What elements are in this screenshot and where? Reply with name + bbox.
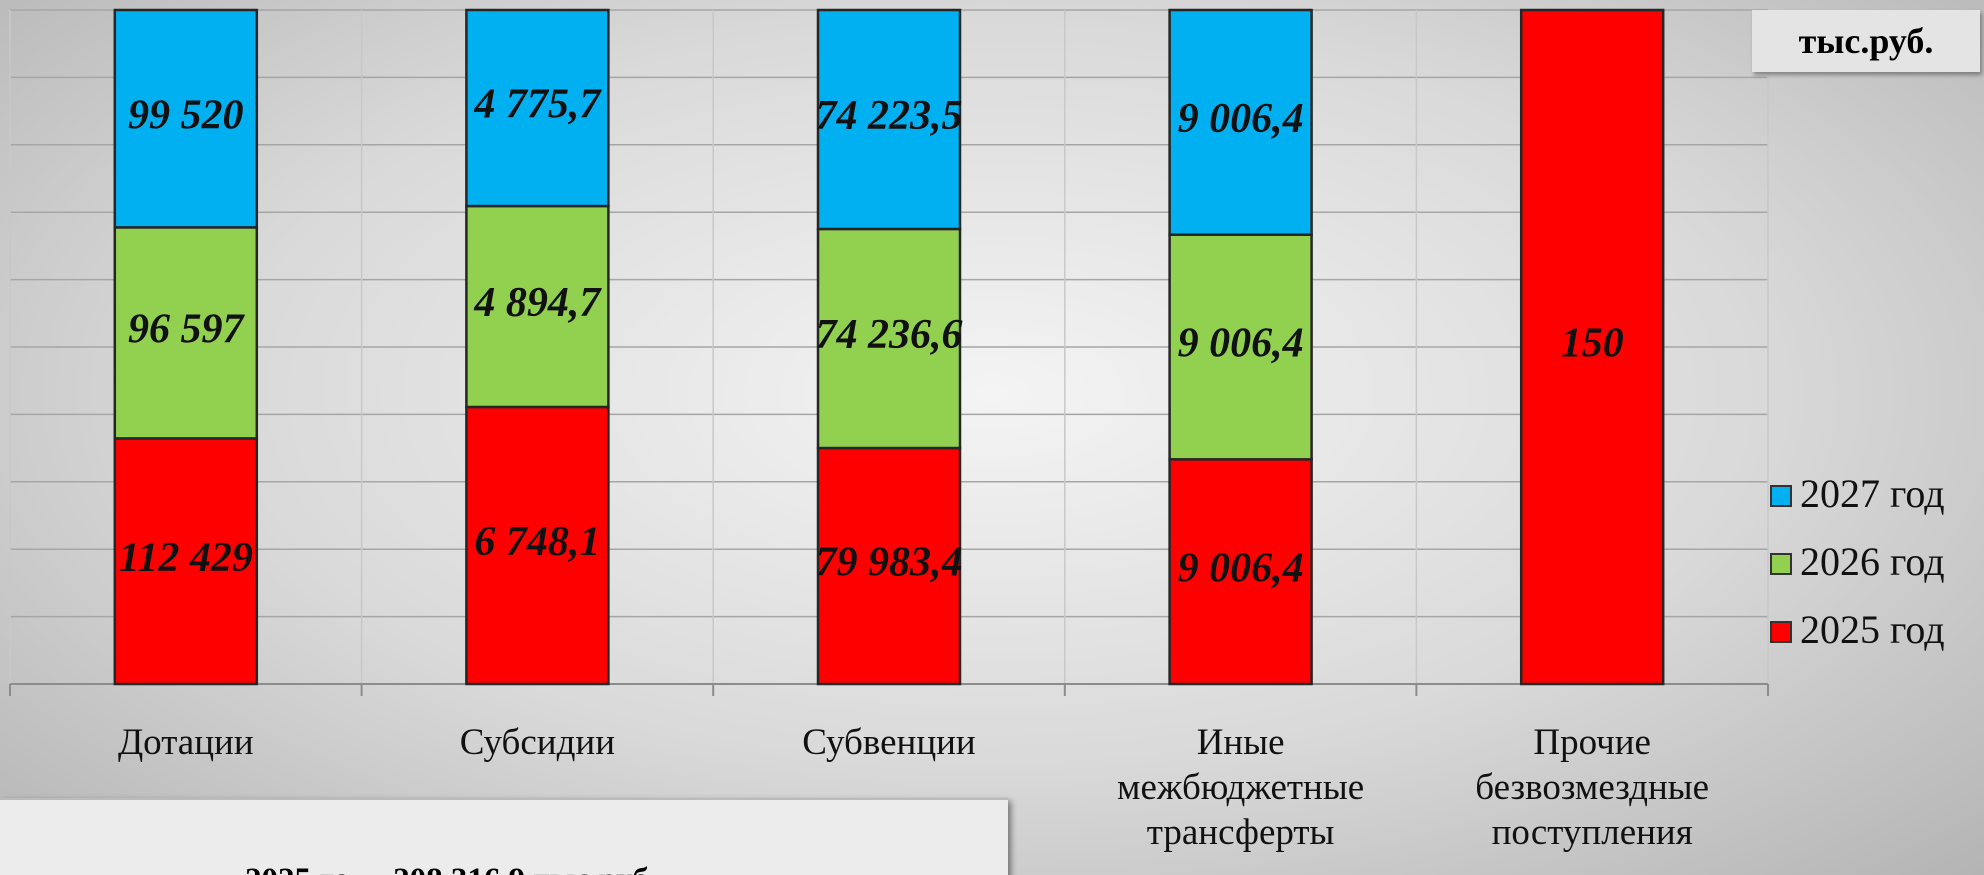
data-label: 112 429	[119, 535, 253, 581]
data-label: 6 748,1	[474, 519, 600, 565]
data-label: 4 775,7	[473, 82, 602, 128]
x-tick-label: Иные межбюджетные трансферты	[1117, 722, 1365, 853]
legend-swatch	[1770, 485, 1792, 507]
bar-segment	[1168, 8, 1313, 236]
legend-label: 2027 год	[1800, 471, 1945, 516]
data-label: 9 006,4	[1178, 96, 1304, 142]
bar-segment	[113, 226, 259, 440]
data-label: 74 236,6	[816, 312, 963, 358]
x-tick-label: Прочие безвозмездные поступления	[1475, 722, 1710, 853]
data-label: 150	[1561, 321, 1624, 367]
bar-segment	[1168, 233, 1313, 461]
bar-segment	[465, 204, 610, 409]
unit-label: тыс.руб.	[1752, 10, 1980, 72]
bar-segment	[113, 8, 259, 229]
legend-label: 2026 год	[1800, 539, 1945, 584]
legend-swatch	[1770, 553, 1792, 575]
x-tick-label: Субсидии	[459, 722, 616, 763]
bar-segment	[1519, 8, 1665, 686]
data-label: 9 006,4	[1178, 545, 1304, 591]
bar-segment	[465, 8, 610, 208]
summary-text: 2025 год - 208 316,9 тыс.руб.	[245, 862, 657, 875]
data-label: 96 597	[128, 307, 246, 353]
bar-segment	[816, 8, 962, 231]
data-label: 79 983,4	[816, 540, 963, 586]
bar-segment	[816, 446, 962, 686]
bar-segment	[113, 437, 259, 686]
x-tick-label: Дотации	[117, 722, 254, 763]
data-label: 9 006,4	[1178, 321, 1304, 367]
bar-segment	[1168, 458, 1313, 686]
summary-box: 2025 год - 208 316,9 тыс.руб.	[0, 798, 1008, 875]
bar-segment	[816, 227, 962, 450]
legend-swatch	[1770, 621, 1792, 643]
data-label: 99 520	[128, 92, 244, 138]
x-tick-label: Субвенции	[802, 722, 976, 763]
legend-label: 2025 год	[1800, 607, 1945, 652]
data-label: 74 223,5	[816, 93, 963, 139]
data-label: 4 894,7	[473, 280, 602, 326]
bar-segment	[465, 405, 610, 686]
